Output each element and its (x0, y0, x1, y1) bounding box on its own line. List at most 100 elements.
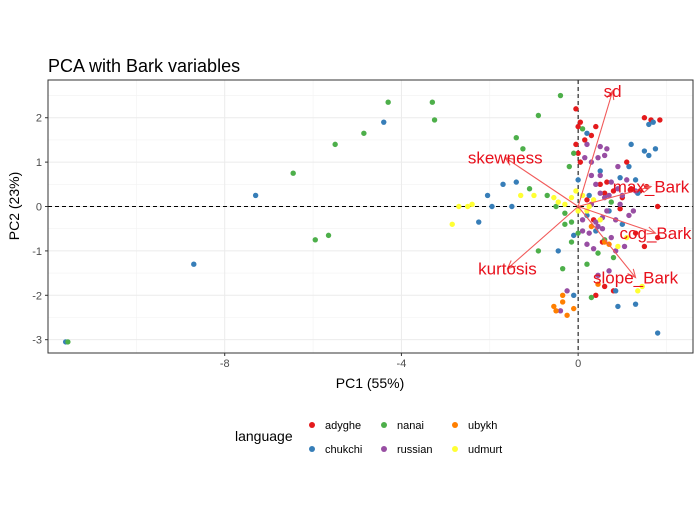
data-point-chukchi (654, 330, 661, 336)
legend-label-nanai: nanai (397, 420, 424, 432)
data-point-chukchi (584, 130, 590, 136)
data-point-russian (579, 228, 586, 234)
data-point-adyghe (628, 186, 634, 192)
legend-label-adyghe: adyghe (325, 420, 361, 432)
data-point-adyghe (641, 115, 648, 121)
data-point-chukchi (626, 163, 632, 170)
data-point-adyghe (654, 203, 661, 210)
data-point-chukchi (575, 177, 581, 183)
loading-arrow-kurtosis (507, 206, 579, 270)
data-point-adyghe (601, 190, 608, 196)
data-point-udmurt (586, 203, 592, 210)
data-points (62, 92, 663, 345)
data-point-russian (582, 154, 588, 161)
data-point-chukchi (615, 303, 621, 310)
y-axis-ticks: 2 1 0 -1 -2 -3 (32, 113, 48, 347)
data-point-adyghe (582, 137, 588, 143)
data-point-adyghe (575, 150, 581, 156)
data-point-adyghe (604, 179, 610, 185)
data-point-ubykh (595, 281, 601, 287)
data-point-udmurt (590, 197, 597, 203)
data-point-nanai (431, 117, 438, 123)
data-point-nanai (562, 210, 568, 216)
data-point-adyghe (601, 283, 608, 290)
data-point-adyghe (588, 132, 595, 139)
loading-arrow-cog_Bark (577, 205, 656, 234)
data-point-chukchi (191, 261, 197, 267)
legend-title: language (235, 428, 293, 444)
loading-label-skewness: skewness (468, 149, 543, 168)
data-point-udmurt (551, 194, 557, 201)
data-point-nanai (568, 219, 575, 225)
data-point-chukchi (571, 232, 577, 239)
x-tick-label: 0 (575, 358, 581, 370)
data-point-nanai (325, 232, 332, 239)
data-point-nanai (553, 203, 559, 210)
data-point-udmurt (518, 192, 524, 199)
data-point-nanai (312, 237, 318, 243)
data-point-udmurt (562, 201, 568, 207)
loading-arrow-sd (577, 90, 614, 207)
data-point-nanai (526, 186, 533, 192)
loading-label-max_Bark: max_Bark (613, 178, 690, 197)
data-point-chukchi (641, 148, 648, 154)
loading-arrowhead-slope_Bark (627, 268, 637, 279)
data-point-nanai (608, 199, 614, 205)
data-point-russian (597, 190, 603, 196)
plot-panel: sd skewness max_Bark cog_Bark kurtosis slope_… (47, 79, 694, 354)
data-point-nanai (562, 221, 568, 227)
legend-key-nanai (381, 422, 387, 428)
data-point-nanai (559, 265, 566, 272)
data-point-russian (593, 219, 599, 225)
data-point-adyghe (584, 197, 590, 203)
data-point-nanai (595, 250, 601, 256)
data-point-adyghe (573, 141, 579, 148)
data-point-chukchi (628, 141, 634, 148)
data-point-nanai (361, 130, 367, 136)
data-point-udmurt (531, 192, 537, 199)
data-point-russian (595, 223, 601, 230)
data-point-nanai (584, 261, 590, 267)
loading-arrow-max_Bark (577, 186, 652, 208)
data-point-nanai (332, 141, 338, 148)
data-point-udmurt (639, 283, 645, 290)
y-tick-label: 2 (36, 113, 42, 125)
data-point-chukchi (513, 179, 519, 185)
data-point-chukchi (617, 174, 623, 181)
x-axis-title: PC1 (55%) (336, 375, 404, 391)
data-point-russian (584, 241, 590, 247)
data-point-udmurt (573, 188, 579, 194)
data-point-russian (597, 143, 603, 150)
y-tick-label: 0 (36, 202, 42, 214)
data-point-russian (564, 288, 570, 294)
data-point-ubykh (551, 303, 557, 310)
data-point-russian (595, 272, 601, 279)
data-point-adyghe (593, 123, 599, 130)
data-point-udmurt (464, 203, 471, 210)
data-point-nanai (571, 150, 577, 156)
data-point-russian (626, 212, 632, 219)
data-point-russian (615, 163, 621, 170)
data-point-chukchi (632, 177, 639, 183)
data-point-ubykh (559, 299, 566, 305)
data-point-udmurt (597, 217, 603, 223)
data-point-ubykh (571, 305, 577, 312)
data-point-nanai (610, 254, 617, 261)
loading-arrowhead-max_Bark (642, 184, 653, 193)
data-point-udmurt (456, 203, 462, 210)
data-point-russian (608, 179, 614, 185)
data-point-chukchi (584, 212, 590, 219)
data-point-nanai (544, 192, 550, 199)
data-point-russian (597, 172, 603, 179)
x-tick-label: -8 (220, 358, 230, 370)
data-point-udmurt (624, 234, 630, 241)
x-tick-label: -4 (397, 358, 407, 370)
data-point-nanai (566, 163, 573, 170)
data-point-nanai (520, 146, 526, 152)
data-point-russian (599, 226, 606, 232)
data-point-chukchi (555, 248, 561, 254)
data-point-chukchi (612, 288, 619, 294)
data-point-russian (606, 268, 612, 274)
data-point-nanai (429, 99, 436, 105)
